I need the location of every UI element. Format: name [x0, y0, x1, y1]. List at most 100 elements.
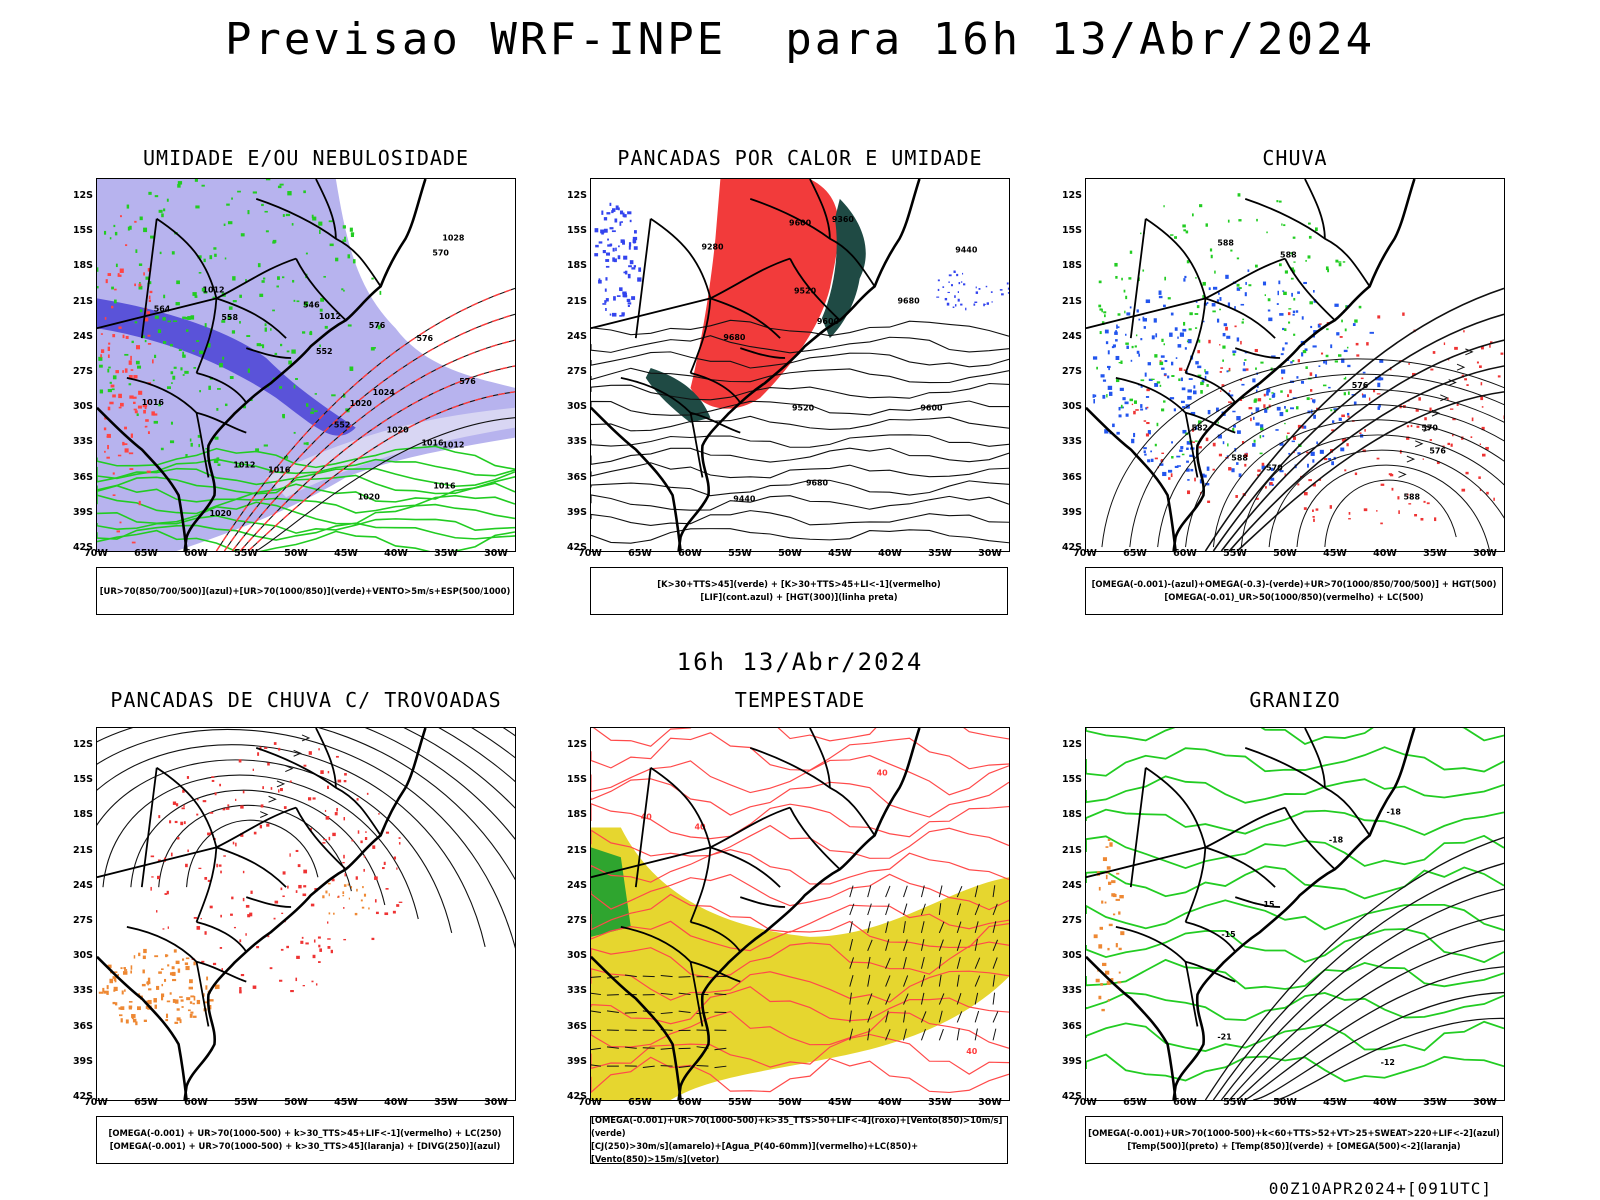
contour-label: 1016 — [421, 439, 444, 448]
contour-label: -12 — [1381, 1058, 1395, 1067]
contour-label: 570 — [1421, 424, 1438, 433]
lon-tick-label: 35W — [434, 548, 458, 559]
contour-label: 546 — [303, 300, 320, 309]
lon-tick-label: 45W — [334, 1097, 358, 1108]
contour-label: 570 — [432, 249, 449, 258]
lat-tick-label: 33S — [1061, 985, 1082, 997]
lat-tick-label: 21S — [566, 295, 587, 307]
contour-label: 40 — [877, 769, 889, 778]
contour-label: 40 — [641, 813, 653, 822]
lat-tick-label: 15S — [566, 774, 587, 786]
lat-tick-label: 30S — [1061, 950, 1082, 962]
lon-tick-label: 50W — [778, 548, 802, 559]
contour-label: 582 — [1191, 424, 1208, 433]
panel-title-chuva: CHUVA — [1262, 146, 1328, 170]
lon-tick-label: 55W — [234, 548, 258, 559]
lon-tick-label: 70W — [84, 548, 108, 559]
lon-tick-label: 60W — [184, 548, 208, 559]
contour-label: 588 — [1231, 453, 1248, 462]
lon-tick-label: 45W — [334, 548, 358, 559]
lat-tick-label: 21S — [566, 844, 587, 856]
contour-label: -18 — [1329, 835, 1344, 844]
contour-label: 40 — [966, 1047, 978, 1056]
lat-tick-label: 18S — [566, 809, 587, 821]
lon-tick-label: 45W — [828, 1097, 852, 1108]
lon-tick-label: 50W — [778, 1097, 802, 1108]
legend-chuva: [OMEGA(-0.001)-(azul)+OMEGA(-0.3)-(verde… — [1085, 567, 1503, 615]
lon-tick-label: 40W — [878, 1097, 902, 1108]
contour-label: 9360 — [832, 215, 855, 224]
map-umidade: 1012 1012 1012 1016 1016 1016 1020 1020 1020 1024… — [96, 178, 516, 552]
lat-tick-label: 27S — [72, 915, 93, 926]
lon-tick-label: 55W — [728, 1097, 752, 1108]
lon-tick-label: 55W — [728, 548, 752, 559]
lat-tick-label: 27S — [566, 366, 587, 377]
lat-tick-label: 39S — [72, 506, 93, 518]
lon-tick-label: 65W — [1123, 1097, 1147, 1108]
lat-tick-label: 42S — [566, 542, 587, 553]
lon-tick-label: 55W — [1223, 548, 1247, 559]
contour-label: 9600 — [817, 317, 840, 326]
lat-tick-label: 33S — [566, 985, 587, 997]
lon-tick-label: 45W — [1323, 1097, 1347, 1108]
lat-tick-label: 18S — [72, 260, 93, 272]
legend-pancadas-trovoadas: [OMEGA(-0.001) + UR>70(1000-500) + k>30_… — [96, 1116, 514, 1164]
contour-label: 9520 — [794, 286, 817, 295]
lon-tick-label: 50W — [1273, 1097, 1297, 1108]
legend-line: [OMEGA(-0.001) + UR>70(1000-500) + k>30_… — [109, 1141, 501, 1151]
lon-tick-label: 35W — [1423, 1097, 1447, 1108]
contour-label: 588 — [1403, 492, 1420, 501]
lat-tick-label: 33S — [72, 985, 93, 997]
panel-title-pancadas-trovoadas: PANCADAS DE CHUVA C/ TROVOADAS — [110, 688, 502, 712]
contour-label: 9680 — [806, 478, 829, 487]
contour-label: 576 — [1429, 447, 1446, 456]
lon-tick-label: 60W — [1173, 548, 1197, 559]
lon-tick-label: 70W — [578, 548, 602, 559]
contour-label: -15 — [1260, 900, 1274, 909]
legend-line: [OMEGA(-0.001)+UR>70(1000-500)+k>35_TTS>… — [591, 1115, 1003, 1138]
contour-label: -21 — [1217, 1032, 1231, 1041]
lat-tick-label: 18S — [1061, 260, 1082, 272]
lon-tick-label: 55W — [234, 1097, 258, 1108]
lon-tick-label: 70W — [1073, 548, 1097, 559]
legend-line: [Temp(500)](preto) + [Temp(850)](verde) … — [1127, 1141, 1461, 1151]
lat-tick-label: 12S — [566, 190, 587, 201]
lat-tick-label: 24S — [566, 879, 587, 891]
legend-line: [LIF](cont.azul) + [HGT(300)](linha pret… — [700, 592, 898, 602]
lat-tick-label: 15S — [72, 225, 93, 237]
lon-tick-label: 40W — [1373, 1097, 1397, 1108]
contour-label: 9280 — [701, 243, 724, 252]
lat-tick-label: 36S — [72, 1020, 93, 1032]
legend-line: [CJ(250)>30m/s](amarelo)+[Agua_P(40-60mm… — [591, 1141, 919, 1164]
contour-label: 1012 — [442, 441, 464, 450]
panel-title-granizo: GRANIZO — [1249, 688, 1341, 712]
lon-tick-label: 60W — [184, 1097, 208, 1108]
contour-label: 576 — [416, 334, 433, 343]
contour-label: 564 — [154, 304, 171, 313]
lon-tick-label: 70W — [578, 1097, 602, 1108]
lat-tick-label: 30S — [566, 950, 587, 962]
lon-tick-label: 70W — [1073, 1097, 1097, 1108]
lon-tick-label: 60W — [1173, 1097, 1197, 1108]
lat-tick-label: 30S — [72, 950, 93, 962]
lat-tick-label: 12S — [72, 190, 93, 201]
contour-label: 1020 — [358, 492, 381, 501]
lat-tick-label: 27S — [72, 366, 93, 377]
contour-label: 552 — [334, 421, 351, 430]
panel-title-pancadas-calor: PANCADAS POR CALOR E UMIDADE — [617, 146, 983, 170]
lat-tick-label: 18S — [72, 809, 93, 821]
contour-label: 576 — [369, 321, 386, 330]
lon-tick-label: 40W — [878, 548, 902, 559]
lat-tick-label: 12S — [566, 739, 587, 750]
contour-label: 1024 — [373, 388, 396, 397]
legend-line: [UR>70(850/700/500)](azul)+[UR>70(1000/8… — [99, 585, 511, 596]
lat-tick-label: 42S — [72, 1091, 93, 1102]
contour-label: 9440 — [733, 494, 756, 503]
lat-tick-label: 36S — [1061, 1020, 1082, 1032]
lat-tick-label: 24S — [1061, 330, 1082, 342]
lat-tick-label: 15S — [566, 225, 587, 237]
panel-title-tempestade: TEMPESTADE — [734, 688, 866, 712]
lat-tick-label: 15S — [1061, 774, 1082, 786]
lat-tick-label: 33S — [72, 436, 93, 448]
lon-tick-label: 65W — [1123, 548, 1147, 559]
